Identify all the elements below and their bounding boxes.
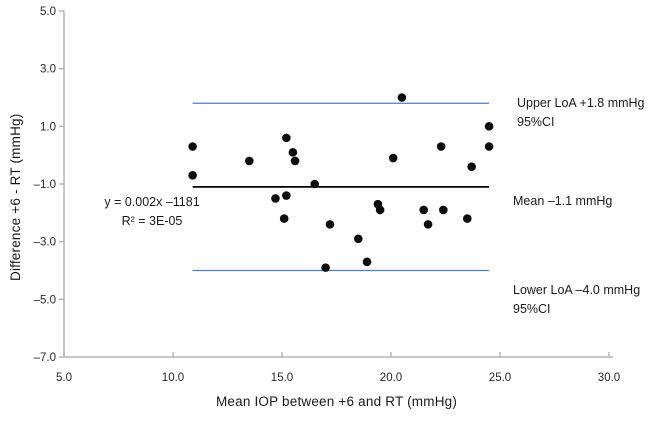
data-point bbox=[388, 153, 398, 163]
data-point bbox=[290, 156, 300, 166]
lower-loa-ci-text: 95%CI bbox=[513, 301, 551, 316]
mean-line-label: Mean –1.1 mmHg bbox=[513, 192, 612, 211]
data-point bbox=[436, 142, 446, 151]
y-tick-label: –7.0 bbox=[34, 352, 56, 364]
data-point bbox=[423, 220, 433, 229]
lower-loa-text: Lower LoA –4.0 mmHg bbox=[513, 283, 641, 297]
x-tick-label: 25.0 bbox=[489, 372, 511, 384]
data-point bbox=[463, 214, 472, 223]
x-tick-label: 10.0 bbox=[162, 372, 184, 384]
data-point bbox=[321, 263, 330, 272]
y-tick-label: –5.0 bbox=[34, 294, 56, 306]
upper-loa-label: Upper LoA +1.8 mmHg 95%CI bbox=[517, 94, 645, 131]
x-axis-title: Mean IOP between +6 and RT (mmHg) bbox=[215, 394, 458, 409]
data-point bbox=[484, 142, 494, 151]
data-point bbox=[325, 220, 335, 229]
data-point bbox=[354, 234, 363, 244]
y-tick-label: –3.0 bbox=[34, 237, 56, 249]
x-tick-label: 15.0 bbox=[271, 372, 293, 384]
upper-loa-ci-text: 95%CI bbox=[517, 114, 555, 129]
y-tick-label: –1.0 bbox=[34, 179, 56, 191]
data-point bbox=[397, 93, 407, 102]
upper-loa-text: Upper LoA +1.8 mmHg bbox=[517, 96, 645, 110]
data-point bbox=[467, 162, 476, 171]
data-point bbox=[245, 156, 254, 166]
x-tick-label: 30.0 bbox=[598, 372, 620, 384]
data-point bbox=[362, 257, 372, 267]
data-point bbox=[439, 205, 448, 215]
data-point bbox=[282, 133, 291, 143]
y-axis-title: Difference +6 - RT (mmHg) bbox=[8, 113, 23, 281]
regression-equation: y = 0.002x –1181 R² = 3E-05 bbox=[90, 193, 214, 230]
data-point bbox=[484, 122, 494, 131]
y-tick-label: 3.0 bbox=[40, 64, 56, 76]
data-point bbox=[188, 171, 197, 180]
data-point bbox=[288, 147, 298, 157]
x-tick-label: 5.0 bbox=[56, 372, 72, 384]
equation-text: y = 0.002x –1181 bbox=[104, 195, 200, 209]
mean-text: Mean –1.1 mmHg bbox=[513, 194, 613, 208]
data-point bbox=[310, 179, 320, 189]
r-squared-text: R² = 3E-05 bbox=[121, 213, 183, 228]
data-point bbox=[279, 214, 289, 223]
data-point bbox=[419, 205, 429, 215]
x-tick-label: 20.0 bbox=[380, 372, 402, 384]
data-point bbox=[282, 191, 291, 200]
data-point bbox=[271, 194, 280, 203]
y-tick-label: 1.0 bbox=[40, 121, 56, 133]
lower-loa-label: Lower LoA –4.0 mmHg 95%CI bbox=[513, 281, 640, 318]
data-point bbox=[375, 205, 385, 215]
data-point bbox=[188, 142, 197, 151]
y-tick-label: 5.0 bbox=[40, 6, 56, 18]
